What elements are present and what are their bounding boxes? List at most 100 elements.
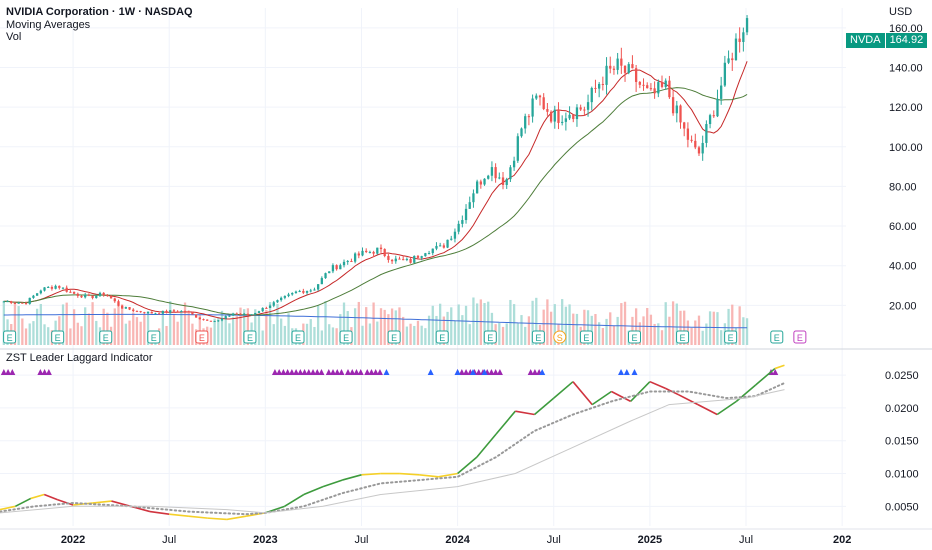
candle-body[interactable] [283,296,287,298]
candle-body[interactable] [723,62,727,86]
candle-body[interactable] [590,87,593,103]
candle-body[interactable] [553,109,556,122]
candle-body[interactable] [405,258,409,260]
candle-body[interactable] [660,82,664,87]
candle-body[interactable] [612,68,616,70]
volume-legend[interactable]: Vol [6,31,22,43]
candle-body[interactable] [302,290,305,293]
time-tick-label[interactable]: 202 [833,534,851,546]
earnings-marker[interactable]: E [291,330,305,344]
candle-body[interactable] [72,291,76,294]
candle-body[interactable] [634,68,638,82]
candle-body[interactable] [498,177,501,179]
candle-body[interactable] [224,316,227,319]
candle-body[interactable] [272,302,275,306]
candle-body[interactable] [65,287,68,292]
candle-body[interactable] [209,320,213,322]
candle-body[interactable] [39,290,42,294]
time-axis[interactable]: 2022 Jul 2023 Jul 2024 Jul 2025 Jul 202 [61,534,852,546]
candle-body[interactable] [124,307,128,309]
candle-body[interactable] [394,258,397,262]
candle-body[interactable] [372,251,375,254]
candle-body[interactable] [646,85,649,89]
candle-body[interactable] [487,175,490,179]
candle-body[interactable] [538,95,542,98]
candle-body[interactable] [13,303,17,305]
candle-body[interactable] [679,105,682,123]
candle-body[interactable] [187,311,190,313]
candle-body[interactable] [442,245,446,248]
candle-body[interactable] [686,128,690,140]
candle-body[interactable] [257,311,261,313]
candle-body[interactable] [228,315,231,317]
candle-body[interactable] [309,290,312,292]
candle-body[interactable] [501,177,505,185]
candle-body[interactable] [342,261,346,266]
candle-body[interactable] [609,65,612,69]
earnings-marker[interactable]: E [579,330,593,344]
candle-body[interactable] [32,295,35,298]
candle-body[interactable] [398,258,401,260]
candle-body[interactable] [649,88,653,90]
candle-body[interactable] [664,80,667,87]
price-tick-label[interactable]: 20.00 [889,300,917,312]
candle-body[interactable] [705,124,708,143]
candle-body[interactable] [328,271,331,274]
candle-body[interactable] [616,58,619,70]
candle-body[interactable] [146,311,150,314]
price-axis[interactable]: 20.00 40.00 60.00 80.00 100.00 120.00 140.00 16… [889,23,923,313]
candle-body[interactable] [150,311,153,314]
candle-body[interactable] [524,116,527,129]
indicator-tick-label[interactable]: 0.0200 [885,403,919,415]
candle-body[interactable] [657,82,660,94]
candle-body[interactable] [261,307,264,312]
candle-body[interactable] [95,295,98,299]
candle-body[interactable] [17,302,20,304]
candle-body[interactable] [128,307,131,310]
candle-body[interactable] [346,261,349,263]
candle-body[interactable] [446,239,449,248]
candle-body[interactable] [431,248,434,254]
candle-body[interactable] [121,305,124,309]
candle-body[interactable] [387,256,390,260]
candle-body[interactable] [91,295,94,299]
earnings-marker[interactable]: E [243,330,257,344]
candle-body[interactable] [80,295,83,298]
time-tick-label[interactable]: 2024 [445,534,470,546]
candle-body[interactable] [84,294,87,298]
candle-body[interactable] [335,265,338,270]
candle-body[interactable] [472,193,475,203]
candle-body[interactable] [143,312,146,314]
earnings-marker[interactable]: E [483,330,497,344]
candle-body[interactable] [287,294,290,297]
candle-body[interactable] [28,297,31,304]
candle-body[interactable] [568,114,571,119]
candle-body[interactable] [653,88,656,94]
indicator-tick-label[interactable]: 0.0050 [885,501,919,513]
candle-body[interactable] [542,97,545,110]
candle-body[interactable] [505,179,508,185]
earnings-marker[interactable]: E [339,330,353,344]
candle-body[interactable] [61,287,65,289]
candle-body[interactable] [572,114,575,120]
candle-body[interactable] [165,310,168,313]
candle-body[interactable] [390,259,394,262]
candle-body[interactable] [76,293,79,296]
time-tick-label[interactable]: Jul [162,534,176,546]
time-tick-label[interactable]: 2022 [61,534,85,546]
candle-body[interactable] [727,58,730,63]
time-tick-label[interactable]: Jul [547,534,561,546]
candle-body[interactable] [424,253,427,257]
candle-body[interactable] [243,313,246,315]
candle-body[interactable] [450,238,453,240]
candle-body[interactable] [368,251,372,253]
candle-body[interactable] [549,111,553,122]
candle-body[interactable] [479,181,482,185]
candle-body[interactable] [379,247,383,250]
candle-body[interactable] [47,286,50,288]
candle-body[interactable] [516,136,519,161]
candle-body[interactable] [357,253,360,256]
candle-body[interactable] [738,38,741,42]
candle-body[interactable] [206,319,209,321]
price-tick-label[interactable]: 100.00 [889,142,923,154]
